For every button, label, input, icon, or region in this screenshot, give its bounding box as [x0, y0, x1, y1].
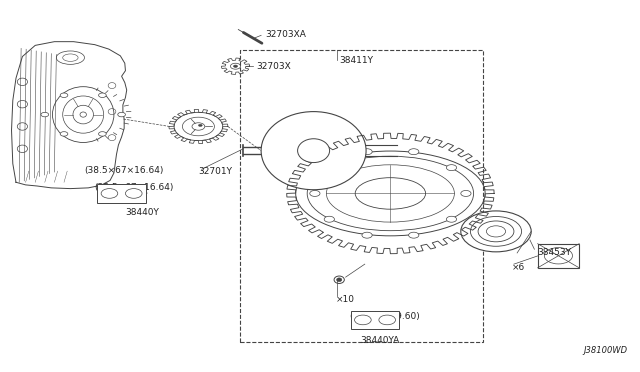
Ellipse shape [446, 216, 456, 222]
Text: 38453Y: 38453Y [538, 248, 572, 257]
Text: (38.5×67×16.64): (38.5×67×16.64) [95, 183, 174, 192]
Text: 32701Y: 32701Y [198, 167, 232, 176]
Ellipse shape [99, 93, 106, 97]
Ellipse shape [263, 148, 272, 153]
Text: ×10: ×10 [336, 295, 355, 304]
Ellipse shape [310, 190, 320, 196]
Text: 32703XA: 32703XA [266, 30, 307, 39]
Bar [97, 184, 146, 203]
Ellipse shape [80, 112, 86, 117]
Bar [351, 311, 399, 329]
Ellipse shape [461, 211, 531, 252]
Ellipse shape [309, 121, 318, 126]
Ellipse shape [408, 149, 419, 155]
Ellipse shape [234, 65, 237, 67]
Ellipse shape [41, 112, 49, 117]
Ellipse shape [99, 132, 106, 136]
Ellipse shape [461, 190, 471, 196]
Text: 38411Y: 38411Y [339, 56, 373, 65]
Ellipse shape [60, 93, 68, 97]
Ellipse shape [276, 129, 285, 134]
Ellipse shape [408, 232, 419, 238]
Ellipse shape [324, 165, 335, 171]
Ellipse shape [355, 148, 364, 153]
Text: 38440YA: 38440YA [360, 336, 399, 345]
Ellipse shape [362, 232, 372, 238]
Bar [538, 244, 579, 268]
Text: ×6: ×6 [512, 263, 525, 272]
Ellipse shape [324, 216, 335, 222]
Ellipse shape [342, 129, 351, 134]
Ellipse shape [334, 276, 344, 283]
Ellipse shape [362, 149, 372, 155]
Ellipse shape [446, 165, 456, 171]
Ellipse shape [60, 132, 68, 136]
Ellipse shape [309, 175, 318, 180]
Ellipse shape [276, 167, 285, 172]
Bar [240, 50, 483, 342]
Ellipse shape [198, 124, 202, 126]
Text: (38.5×67×16.64): (38.5×67×16.64) [84, 166, 164, 175]
Text: 38440Y: 38440Y [125, 208, 159, 217]
Text: 32703X: 32703X [256, 62, 291, 71]
Ellipse shape [261, 112, 366, 190]
Ellipse shape [118, 112, 125, 117]
Ellipse shape [298, 139, 330, 163]
Ellipse shape [342, 167, 351, 172]
Ellipse shape [337, 278, 342, 282]
Text: J38100WD: J38100WD [583, 346, 627, 355]
Text: (45×75×19.60): (45×75×19.60) [349, 312, 420, 321]
